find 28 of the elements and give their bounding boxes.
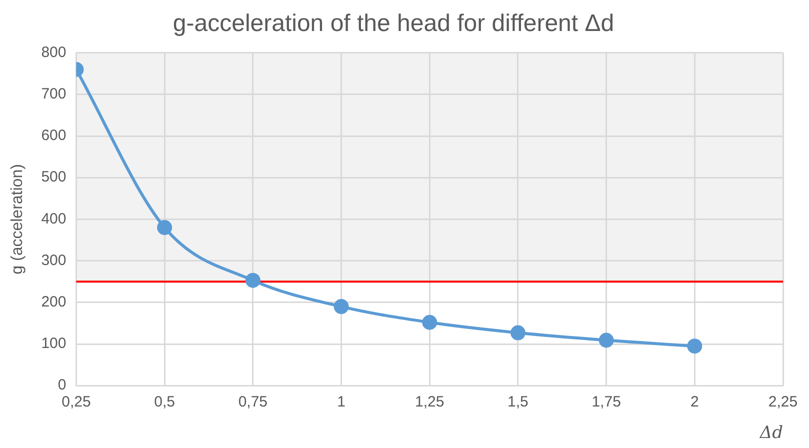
point — [157, 220, 172, 236]
x-tick-label: 1,5 — [508, 394, 528, 411]
y-tick-label: 500 — [41, 168, 66, 186]
y-tick-label: 800 — [41, 44, 66, 61]
point — [334, 299, 349, 314]
x-tick-label: 2 — [690, 394, 699, 411]
x-tick-label: 0,25 — [62, 394, 91, 411]
y-tick-label: 200 — [41, 294, 66, 311]
y-tick-label: 400 — [41, 210, 66, 228]
point — [598, 332, 614, 348]
y-tick-label: 100 — [41, 335, 66, 352]
y-tick-label: 0 — [58, 376, 66, 394]
x-tick-label: 0,75 — [238, 394, 268, 411]
x-tick-label: 1,25 — [415, 394, 444, 411]
x-tick-label: 2,25 — [768, 394, 798, 411]
y-axis-title: g (acceleration) — [9, 164, 26, 274]
y-tick-label: 700 — [41, 86, 66, 103]
point — [245, 272, 260, 288]
point — [687, 338, 702, 354]
y-tick-label: 300 — [41, 252, 66, 269]
chart-title: g-acceleration of the head for different Δd — [172, 10, 614, 38]
x-tick-label: 0,5 — [154, 394, 176, 411]
point — [422, 314, 438, 330]
x-tick-label: 1 — [337, 394, 346, 411]
point — [510, 325, 526, 340]
x-tick-label: 1,75 — [592, 394, 621, 411]
y-tick-label: 600 — [41, 127, 66, 144]
x-axis-title: Δd — [758, 423, 784, 444]
